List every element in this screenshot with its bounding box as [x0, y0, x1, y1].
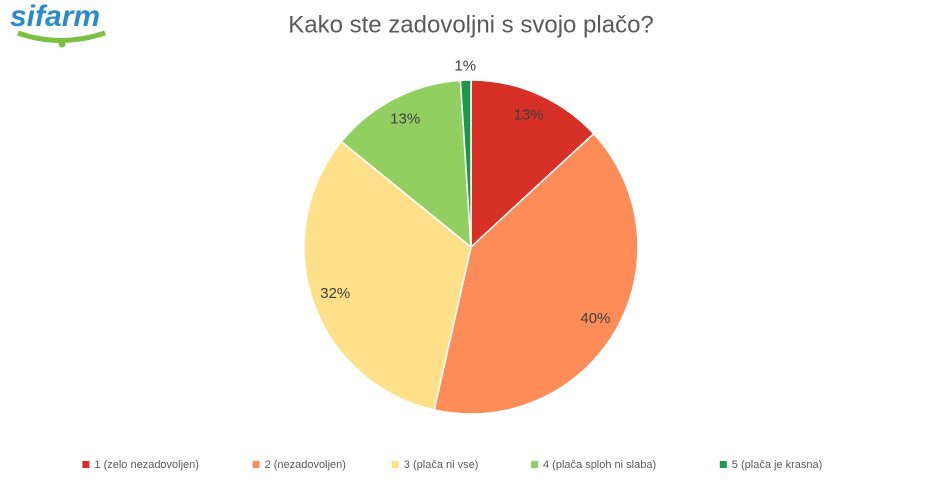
legend-label: 1 (zelo nezadovoljen) [94, 459, 199, 471]
logo-dot [58, 40, 66, 48]
pie-slice [340, 79, 472, 249]
legend-swatch [531, 461, 538, 468]
data-label: 40% [580, 310, 610, 327]
legend-swatch [719, 461, 727, 468]
data-label: 1% [454, 58, 476, 75]
legend-label: 5 (plača je krasna) [732, 459, 823, 471]
legend-swatch [252, 461, 260, 468]
legend-label: 4 (plača sploh ni slaba) [543, 459, 656, 471]
logo-swoosh [17, 30, 106, 43]
legend-swatch [82, 461, 90, 468]
chart-title: Kako ste zadovoljni s svojo plačo? [288, 11, 654, 38]
pie-slice [459, 79, 472, 248]
logo: sifarm [10, 0, 100, 33]
data-label: 13% [390, 110, 420, 127]
legend-label: 2 (nezadovoljen) [265, 459, 346, 471]
pie-slice [470, 79, 595, 249]
pie-slice [433, 132, 639, 415]
data-label: 13% [514, 106, 544, 123]
legend-swatch [391, 461, 399, 468]
data-label: 32% [320, 285, 350, 302]
legend-label: 3 (plača ni vse) [404, 459, 479, 471]
pie-slice [303, 140, 472, 411]
